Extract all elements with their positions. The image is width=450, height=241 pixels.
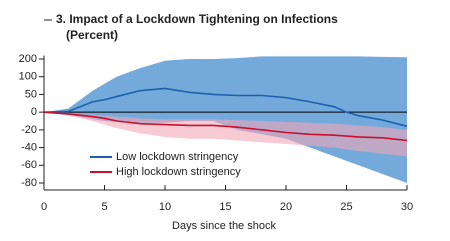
series-line [43, 111, 408, 142]
series-line [43, 87, 408, 128]
legend-label: High lockdown stringency [116, 166, 241, 178]
chart-subtitle: (Percent) [66, 28, 118, 42]
y-tick-label: 200 [19, 53, 37, 65]
y-tick-label: 50 [25, 88, 37, 100]
x-tick-label: 20 [280, 201, 292, 213]
legend-label: Low lockdown stringency [116, 151, 239, 163]
y-tick-label: -40 [21, 141, 37, 153]
x-tick-label: 0 [41, 201, 47, 213]
x-tick-label: 10 [159, 201, 171, 213]
y-tick-label: 0 [31, 106, 37, 118]
x-tick-label: 30 [401, 201, 413, 213]
y-tick-label: -20 [21, 124, 37, 136]
chart-title: 3. Impact of a Lockdown Tightening on In… [56, 12, 338, 26]
x-tick-label: 15 [219, 201, 231, 213]
x-axis-label: Days since the shock [172, 220, 276, 232]
x-tick-label: 25 [340, 201, 352, 213]
y-tick-label: -80 [21, 177, 37, 189]
y-tick-label: -60 [21, 159, 37, 171]
x-tick-label: 5 [101, 201, 107, 213]
y-tick-label: 100 [19, 71, 37, 83]
